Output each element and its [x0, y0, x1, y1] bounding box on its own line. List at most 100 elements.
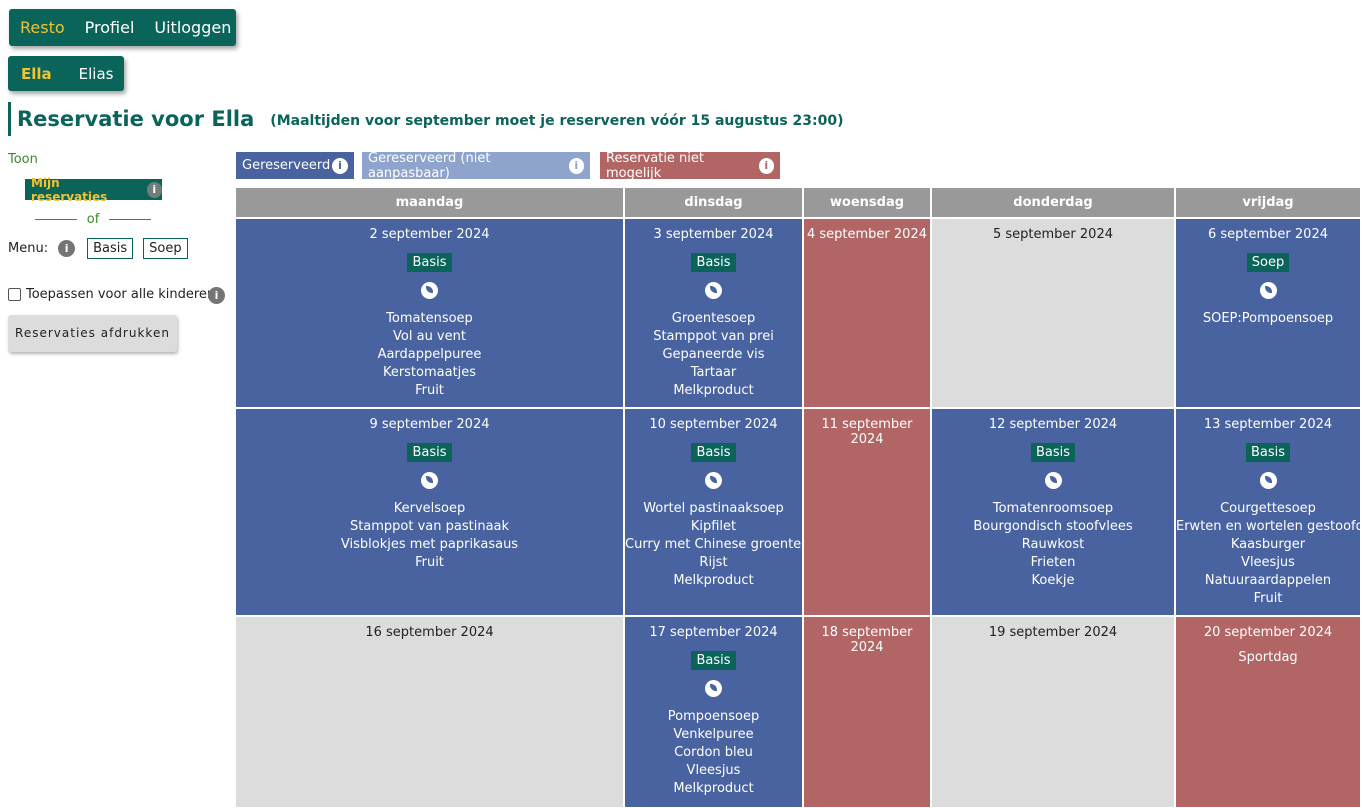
meal-items: Tomatensoep Vol au vent Aardappelpuree Kers… [236, 310, 623, 400]
day-cell[interactable]: 5 september 2024 [932, 219, 1174, 407]
info-icon[interactable]: i [208, 287, 225, 304]
child-tab-ella[interactable]: Ella [21, 64, 52, 83]
day-header-dinsdag: dinsdag [625, 188, 802, 217]
day-cell[interactable]: 9 september 2024 Basis Kervelsoep Stamppot … [236, 409, 623, 615]
legend-not-possible-label: Reservatie niet mogelijk [606, 150, 705, 181]
meal-item: Wortel pastinaaksoep [643, 501, 784, 516]
meal-item: Fruit [1253, 591, 1283, 606]
meal-item: Rijst [699, 555, 728, 570]
day-cell[interactable]: 19 september 2024 [932, 617, 1174, 807]
menu-basis-button[interactable]: Basis [87, 238, 134, 259]
apply-all-checkbox[interactable] [8, 288, 21, 301]
meal-item: Bourgondisch stoofvlees [973, 519, 1133, 534]
meal-item: Venkelpuree [673, 727, 754, 742]
toon-label: Toon [8, 152, 38, 167]
info-icon[interactable]: i [146, 181, 162, 198]
day-cell[interactable]: 17 september 2024 Basis Pompoensoep Venkelp… [625, 617, 802, 807]
nav-profiel[interactable]: Profiel [84, 18, 135, 37]
day-header-woensdag: woensdag [804, 188, 930, 217]
or-label: of [86, 212, 100, 227]
meal-item: Rauwkost [1021, 537, 1085, 552]
meal-item: Pompoensoep [667, 709, 760, 724]
day-cell[interactable]: 6 september 2024 Soep SOEP:Pompoensoep [1176, 219, 1360, 407]
menu-badge[interactable]: Basis [407, 253, 452, 272]
meal-item: Kerstomaatjes [382, 365, 477, 380]
child-selector: Ella Elias [8, 56, 124, 91]
child-tab-elias[interactable]: Elias [78, 64, 114, 83]
deadline-note: (Maaltijden voor september moet je reser… [270, 113, 844, 129]
menu-badge[interactable]: Basis [691, 443, 736, 462]
day-date: 3 september 2024 [653, 227, 774, 242]
page-title: Reservatie voor Ella [17, 107, 255, 131]
legend-reserved-label: Gereserveerd [242, 158, 331, 173]
menu-badge[interactable]: Basis [691, 651, 736, 670]
day-cell[interactable]: 13 september 2024 Basis Courgettesoep Erwte… [1176, 409, 1362, 615]
print-reservations-button[interactable]: Reservaties afdrukken [8, 315, 177, 352]
day-date: 10 september 2024 [649, 417, 778, 432]
mijn-reservaties-label: Mijn reservaties [31, 175, 108, 204]
apply-all-label[interactable]: Toepassen voor alle kinderen [26, 287, 216, 302]
mijn-reservaties-button[interactable]: Mijn reservaties i [25, 176, 162, 204]
day-date: 16 september 2024 [365, 625, 494, 640]
day-cell[interactable]: 12 september 2024 Basis Tomatenroomsoep Bou… [932, 409, 1174, 615]
meal-item: Stamppot van pastinaak [349, 519, 510, 534]
meal-item: Vleesjus [686, 763, 741, 778]
meal-item: Tomatensoep [386, 311, 473, 326]
vegetarian-leaf-icon [421, 282, 438, 299]
info-icon[interactable]: i [58, 240, 76, 257]
meal-item: Cordon bleu [674, 745, 753, 760]
day-cell[interactable]: 2 september 2024 Basis Tomatensoep Vol au v… [236, 219, 623, 407]
vegetarian-leaf-icon [705, 680, 722, 697]
legend-not-possible: Reservatie niet mogelijk i [600, 150, 780, 181]
info-icon[interactable]: i [568, 157, 584, 174]
day-date: 20 september 2024 [1203, 625, 1333, 640]
meal-item: Stamppot van prei [653, 329, 774, 344]
day-cell: 4 september 2024 [804, 219, 930, 407]
day-cell[interactable]: 3 september 2024 Basis Groentesoep Stamppot… [625, 219, 802, 407]
day-cell[interactable]: 16 september 2024 [236, 617, 623, 807]
meal-item: Groentesoep [671, 311, 756, 326]
meal-items: SOEP:Pompoensoep [1176, 310, 1360, 328]
vegetarian-leaf-icon [1044, 472, 1062, 489]
meal-item: Koekje [1031, 573, 1075, 588]
menu-filter: Menu: i Basis Soep [8, 238, 188, 259]
vegetarian-leaf-icon [705, 282, 722, 299]
day-header-vrijdag: vrijdag [1176, 188, 1360, 217]
meal-item: Vol au vent [393, 329, 466, 344]
meal-items: Kervelsoep Stamppot van pastinaak Visblokj… [236, 500, 623, 572]
meal-item: Tomatenroomsoep [992, 501, 1114, 516]
meal-item: Visblokjes met paprikasaus [340, 537, 519, 552]
day-header-maandag: maandag [236, 188, 623, 217]
day-cell: 18 september 2024 [804, 617, 930, 807]
day-cell[interactable]: 10 september 2024 Basis Wortel pastinaakso… [625, 409, 809, 615]
menu-badge[interactable]: Basis [407, 443, 452, 462]
meal-item: Kaasburger [1230, 537, 1306, 552]
meal-item: SOEP:Pompoensoep [1202, 311, 1334, 326]
meal-items: Pompoensoep Venkelpuree Cordon bleu Vleesju… [625, 708, 802, 798]
info-icon[interactable]: i [758, 157, 774, 174]
top-navigation: Resto Profiel Uitloggen [9, 9, 236, 46]
nav-resto[interactable]: Resto [20, 18, 65, 37]
day-date: 2 september 2024 [369, 227, 490, 242]
day-date: 18 september 2024 [821, 625, 913, 655]
meal-item: Melkproduct [673, 383, 754, 398]
menu-badge[interactable]: Basis [691, 253, 736, 272]
meal-items: Courgettesoep Erwten en wortelen gestoofd… [1176, 500, 1362, 608]
day-date: 5 september 2024 [993, 227, 1113, 242]
page-header: Reservatie voor Ella (Maaltijden voor se… [8, 102, 844, 136]
nav-uitloggen[interactable]: Uitloggen [154, 18, 232, 37]
meal-item: Fruit [415, 383, 444, 398]
day-date: 17 september 2024 [649, 625, 778, 640]
meal-item: Melkproduct [673, 573, 754, 588]
legend-reserved: Gereserveerd i [236, 152, 354, 179]
legend-reserved-locked: Gereserveerd (niet aanpasbaar) i [362, 151, 590, 181]
meal-items: Groentesoep Stamppot van prei Gepaneerde v… [625, 310, 802, 400]
menu-badge[interactable]: Soep [1246, 253, 1290, 272]
info-icon[interactable]: i [332, 157, 348, 174]
menu-badge[interactable]: Basis [1245, 443, 1291, 462]
menu-badge[interactable]: Basis [1030, 443, 1076, 462]
menu-soep-button[interactable]: Soep [143, 238, 188, 259]
meal-item: Courgettesoep [1220, 501, 1316, 516]
meal-item: Gepaneerde vis [662, 347, 765, 362]
day-date: 13 september 2024 [1203, 417, 1333, 432]
